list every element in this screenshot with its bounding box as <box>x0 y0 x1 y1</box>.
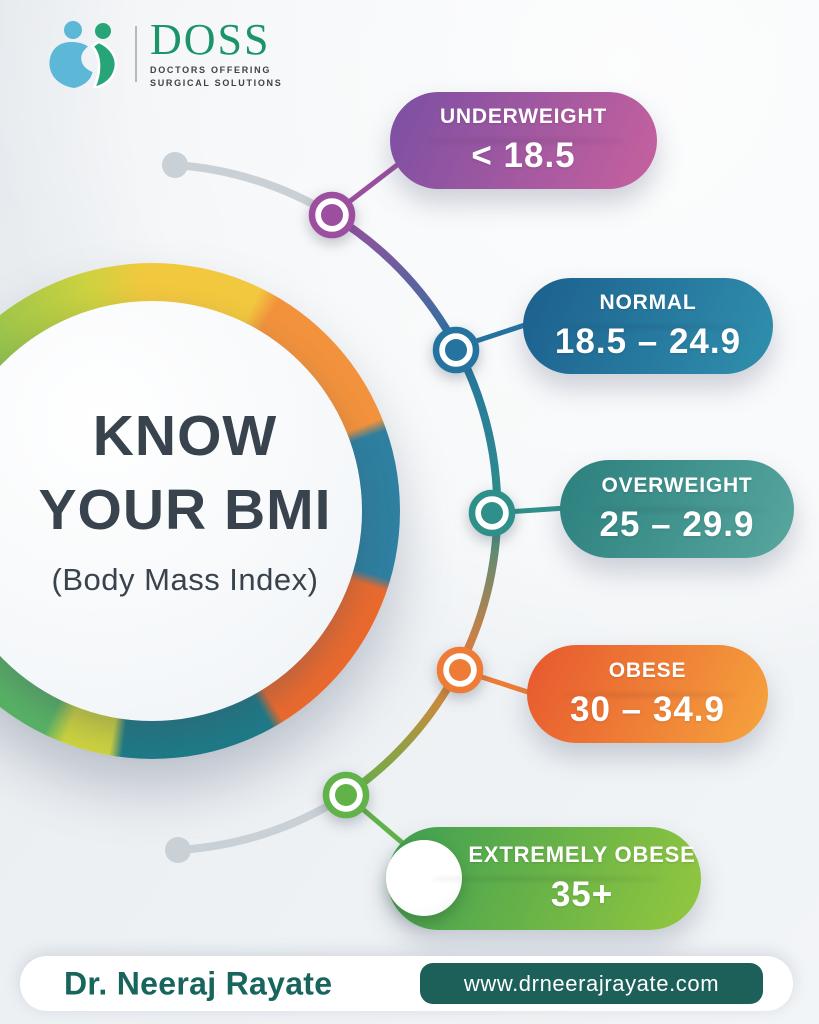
title-line2: YOUR BMI <box>38 478 332 543</box>
node-obese <box>436 646 484 694</box>
pill-range: 35+ <box>550 875 614 914</box>
pill-label: NORMAL <box>599 290 697 314</box>
pill-range: 30 – 34.9 <box>570 689 725 729</box>
pill-underweight: UNDERWEIGHT < 18.5 <box>390 92 657 189</box>
bmi-title-block: KNOW YOUR BMI (Body Mass Index) <box>0 399 392 598</box>
brand-tagline: DOCTORS OFFERING SURGICAL SOLUTIONS <box>150 64 282 88</box>
brand-name: DOSS <box>150 15 271 64</box>
pill-extremely-obese: EXTREMELY OBESE 35+ <box>386 827 701 930</box>
pill-obese: OBESE 30 – 34.9 <box>527 645 768 743</box>
footer-card: Dr. Neeraj Rayate www.drneerajrayate.com <box>20 956 793 1011</box>
doctor-name: Dr. Neeraj Rayate <box>64 965 333 1001</box>
gray-endpoint-bottom <box>165 837 191 863</box>
pill-overweight: OVERWEIGHT 25 – 29.9 <box>560 460 794 558</box>
people-icon <box>49 21 118 89</box>
title-line1: KNOW <box>92 404 278 468</box>
node-normal <box>432 326 480 374</box>
node-extremely-obese <box>322 771 370 819</box>
title-subtitle: (Body Mass Index) <box>51 562 319 598</box>
pill-range: < 18.5 <box>471 136 576 175</box>
node-overweight <box>468 489 516 537</box>
gray-endpoint-top <box>162 152 188 178</box>
bmi-center-circle <box>0 301 362 721</box>
website-pill[interactable]: www.drneerajrayate.com <box>420 963 763 1004</box>
white-accent-circle <box>386 840 462 916</box>
logo-text-block: DOSS DOCTORS OFFERING SURGICAL SOLUTIONS <box>150 15 282 89</box>
pill-range: 18.5 – 24.9 <box>554 321 742 361</box>
node-underweight <box>308 191 356 239</box>
logo-divider <box>135 26 137 83</box>
gray-arc-bottom <box>174 791 350 854</box>
tagline-line2: SURGICAL SOLUTIONS <box>150 77 283 88</box>
pill-range: 25 – 29.9 <box>599 504 755 544</box>
pill-label: UNDERWEIGHT <box>439 105 608 128</box>
gray-arc-top <box>171 161 336 219</box>
tagline-line1: DOCTORS OFFERING <box>150 65 272 76</box>
pill-normal: NORMAL 18.5 – 24.9 <box>523 278 773 374</box>
pill-label: EXTREMELY OBESE <box>468 842 696 867</box>
pill-label: OVERWEIGHT <box>601 473 753 497</box>
pill-label: OBESE <box>608 658 687 682</box>
doss-logo: DOSS DOCTORS OFFERING SURGICAL SOLUTIONS <box>46 15 282 89</box>
